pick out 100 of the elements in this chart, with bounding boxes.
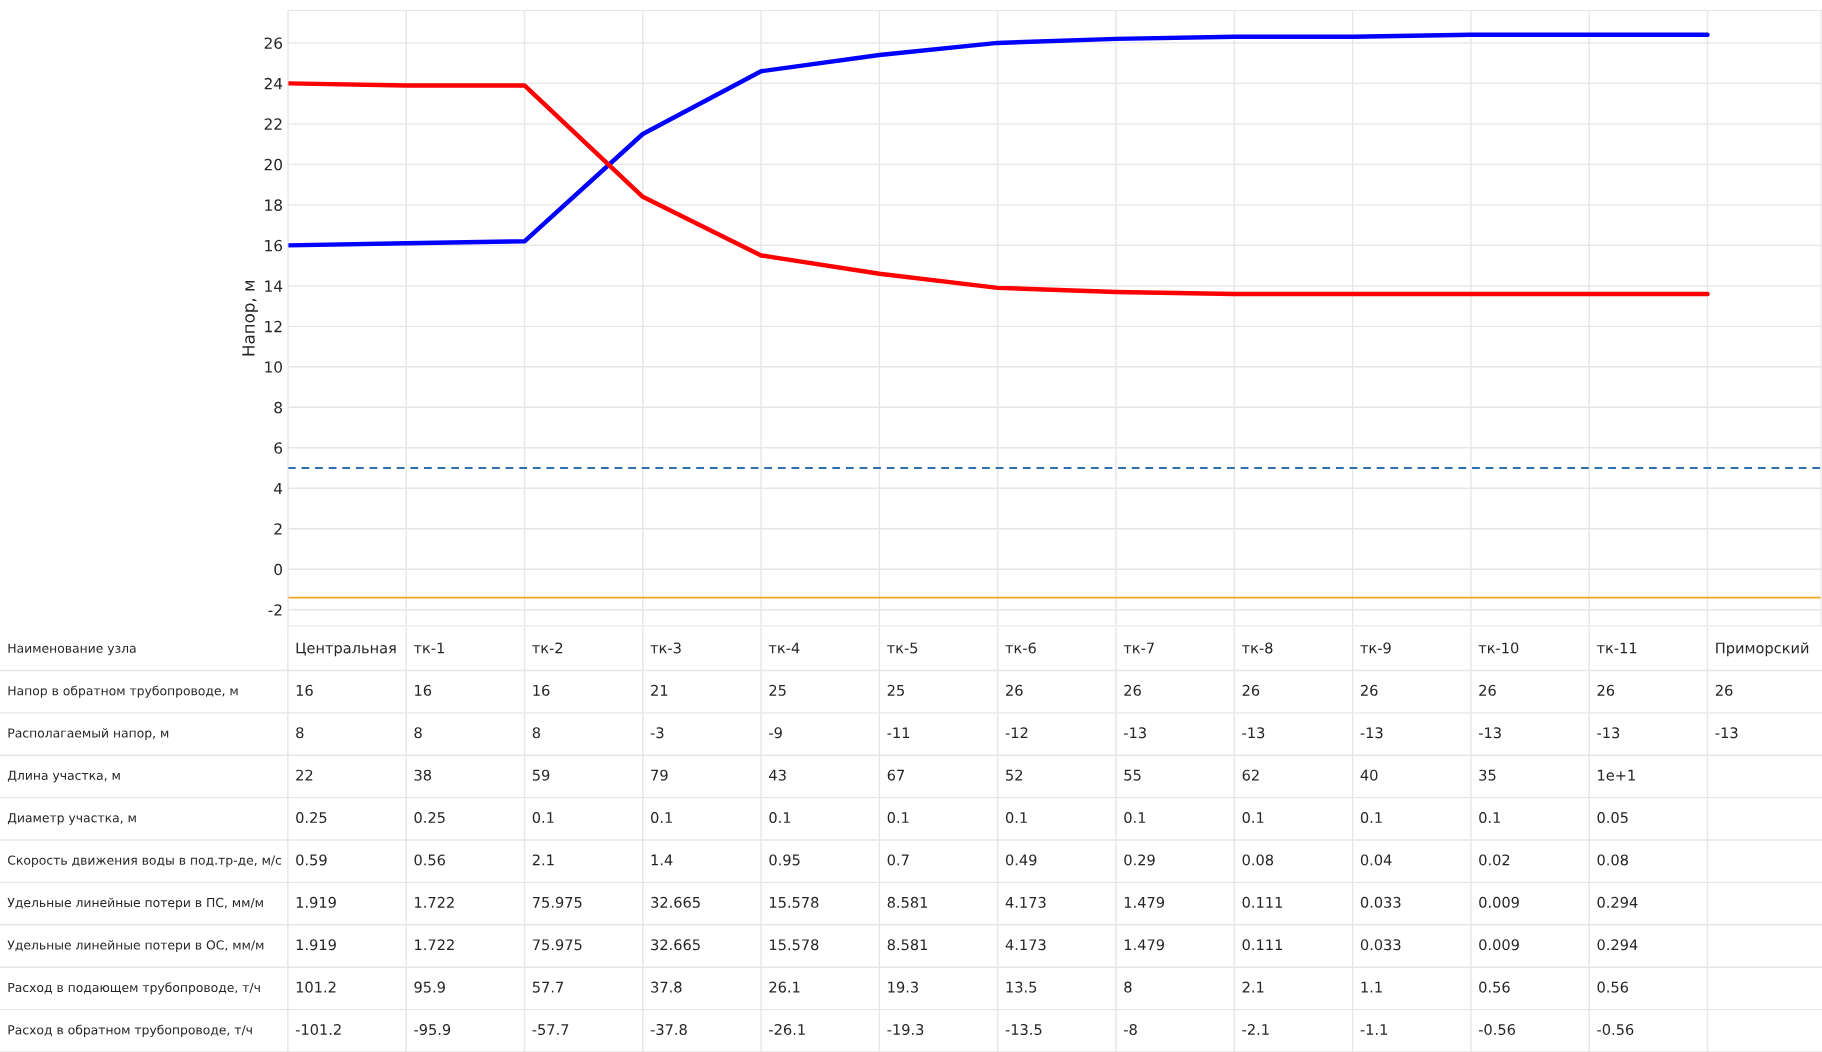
y-tick-label: 26	[264, 37, 283, 49]
text: тк-7	[1123, 642, 1154, 654]
text: 0.1	[1242, 812, 1264, 824]
category-label: Наименование узла	[8, 643, 136, 656]
text: 0.49	[1005, 854, 1037, 866]
text: 4.173	[1005, 939, 1046, 951]
text: 0.08	[1242, 854, 1274, 866]
text: 35	[1479, 769, 1496, 781]
text: 8	[414, 727, 422, 739]
text: 26	[1479, 684, 1496, 696]
text: 0.1	[1360, 812, 1382, 824]
text: 19.3	[888, 981, 918, 993]
text: 0.111	[1242, 896, 1282, 908]
text: 0.25	[296, 812, 327, 824]
text: 95.9	[414, 981, 445, 993]
text: 16	[533, 684, 550, 696]
text: 21	[651, 684, 668, 696]
text: Приморский	[1716, 642, 1809, 657]
text: 8	[296, 727, 304, 739]
text: тк-8	[1242, 642, 1273, 654]
text: 0.009	[1479, 896, 1519, 908]
text: 8.581	[887, 896, 928, 908]
text: тк-9	[1360, 642, 1391, 654]
text: 0.009	[1479, 939, 1519, 951]
text: -101.2	[295, 1024, 341, 1036]
y-tick-label: 8	[274, 401, 282, 414]
text: 0.1	[532, 812, 554, 824]
text: 16	[415, 684, 432, 696]
text: 57.7	[532, 981, 563, 993]
text: -13	[1715, 727, 1738, 739]
text: 75.975	[532, 896, 582, 908]
text: -13.5	[1005, 1024, 1042, 1036]
y-tick-label: -2	[268, 604, 282, 616]
y-tick-label: 18	[265, 199, 282, 211]
text: 32.665	[651, 896, 700, 908]
text: 25	[769, 684, 786, 696]
text: 8.581	[887, 939, 928, 951]
text: 38	[414, 769, 432, 781]
text: 1.919	[296, 939, 336, 951]
text: 0.294	[1597, 939, 1638, 951]
text: 0.95	[769, 854, 800, 866]
y-axis-title: Напор, м	[242, 280, 259, 356]
text: Центральная	[296, 642, 396, 657]
text: 0.1	[1005, 812, 1027, 824]
text: 75.975	[532, 939, 582, 951]
text: 0.59	[296, 854, 327, 866]
y-tick-label: 14	[265, 280, 283, 292]
text: 0.05	[1597, 812, 1628, 824]
text: -57.7	[532, 1024, 569, 1036]
text: 0.1	[769, 812, 791, 824]
text: тк-1	[413, 642, 444, 654]
text: 26	[1715, 684, 1733, 696]
text: 0.033	[1360, 896, 1401, 908]
text: 101.2	[296, 981, 336, 993]
text: 26	[1242, 684, 1260, 696]
category-label: Напор в обратном трубопроводе, м	[8, 685, 238, 698]
text: -9	[769, 727, 782, 739]
text: -2.1	[1242, 1024, 1269, 1035]
text: 1.919	[296, 896, 336, 908]
text: 1.4	[651, 854, 673, 866]
text: 0.111	[1242, 939, 1282, 951]
text: 8	[1124, 981, 1132, 993]
text: тк-3	[650, 642, 681, 654]
text: 16	[296, 684, 313, 696]
y-tick-label: 6	[274, 442, 283, 454]
text: 0.56	[1597, 981, 1629, 993]
category-label: Скорость движения воды в под.тр-де, м/с	[7, 855, 282, 868]
text: -95.9	[414, 1024, 451, 1036]
text: -3	[650, 727, 664, 739]
y-tick-label: 2	[274, 523, 282, 535]
text: -0.56	[1478, 1024, 1516, 1036]
text: 1.479	[1124, 939, 1165, 951]
text: 0.56	[414, 854, 446, 866]
text: 55	[1124, 769, 1141, 781]
y-tick-label: 4	[274, 482, 283, 495]
y-tick-label: 10	[265, 361, 282, 373]
text: 0.1	[1479, 812, 1501, 824]
line-series	[287, 32, 1710, 248]
text: 0.25	[414, 812, 445, 824]
text: 0.02	[1479, 854, 1510, 866]
text: 15.578	[769, 939, 819, 951]
category-label: Расход в подающем трубопроводе, т/ч	[8, 982, 260, 995]
text: 1.479	[1124, 896, 1165, 908]
text: 0.29	[1124, 854, 1155, 866]
text: 0.56	[1479, 981, 1510, 993]
text: 1.722	[415, 939, 454, 951]
text: -13	[1360, 727, 1383, 739]
text: 1e+1	[1598, 769, 1635, 781]
text: 22	[296, 769, 313, 781]
y-tick-label: 16	[265, 239, 283, 252]
text: 59	[532, 769, 550, 781]
y-tick-label: 12	[265, 320, 282, 333]
text: 40	[1360, 769, 1378, 781]
text: 0.1	[887, 812, 909, 824]
text: 0.08	[1597, 854, 1628, 866]
text: 37.8	[651, 981, 682, 993]
category-label: Удельные линейные потери в ОС, мм/м	[7, 940, 264, 952]
text: тк-6	[1005, 642, 1036, 654]
line-series	[287, 81, 1710, 297]
text: 2.1	[1242, 981, 1264, 993]
